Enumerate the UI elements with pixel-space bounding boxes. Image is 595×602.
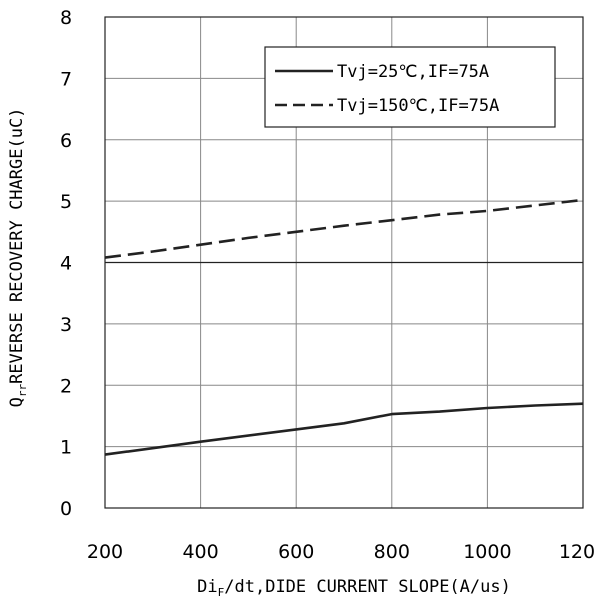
y-axis-label: QrrREVERSE RECOVERY CHARGE(uC) [7,108,29,408]
x-tick-label: 800 [374,541,410,563]
y-tick-label: 1 [60,437,72,459]
y-tick-label: 7 [60,68,72,90]
x-axis-label-main: Di [197,577,217,597]
x-tick-label: 400 [182,541,218,563]
x-tick-label: 200 [87,541,123,563]
legend-box [264,46,556,128]
y-tick-label: 4 [60,253,72,275]
y-tick-label: 3 [60,314,72,336]
y-tick-label: 2 [60,375,72,397]
x-axis-label: DiF/dt,DIDE CURRENT SLOPE(A/us) [197,577,511,599]
y-tick-label: 0 [60,498,72,520]
y-tick-label: 8 [60,7,72,29]
legend-label-series-1: Tvj=25℃,IF=75A [337,62,489,82]
legend: Tvj=25℃,IF=75A Tvj=150℃,IF=75A [264,46,556,128]
y-tick-label: 5 [60,191,72,213]
y-axis-label-main: Q [7,397,27,407]
y-axis-label-sub: rr [16,384,29,398]
x-tick-label: 600 [278,541,314,563]
y-tick-label: 6 [60,130,72,152]
series-line-2 [104,198,584,259]
series-layer [104,198,584,456]
y-axis-label-rest: REVERSE RECOVERY CHARGE(uC) [7,108,27,384]
x-axis-label-rest: /dt,DIDE CURRENT SLOPE(A/us) [224,577,511,597]
plot-frame [104,16,584,509]
x-axis-label-sub: F [218,586,225,599]
series-line-1 [104,402,584,456]
x-tick-label: 1000 [463,541,511,563]
y-tick-labels: 0 1 2 3 4 5 6 7 8 [60,7,72,520]
legend-label-series-2: Tvj=150℃,IF=75A [337,96,499,116]
